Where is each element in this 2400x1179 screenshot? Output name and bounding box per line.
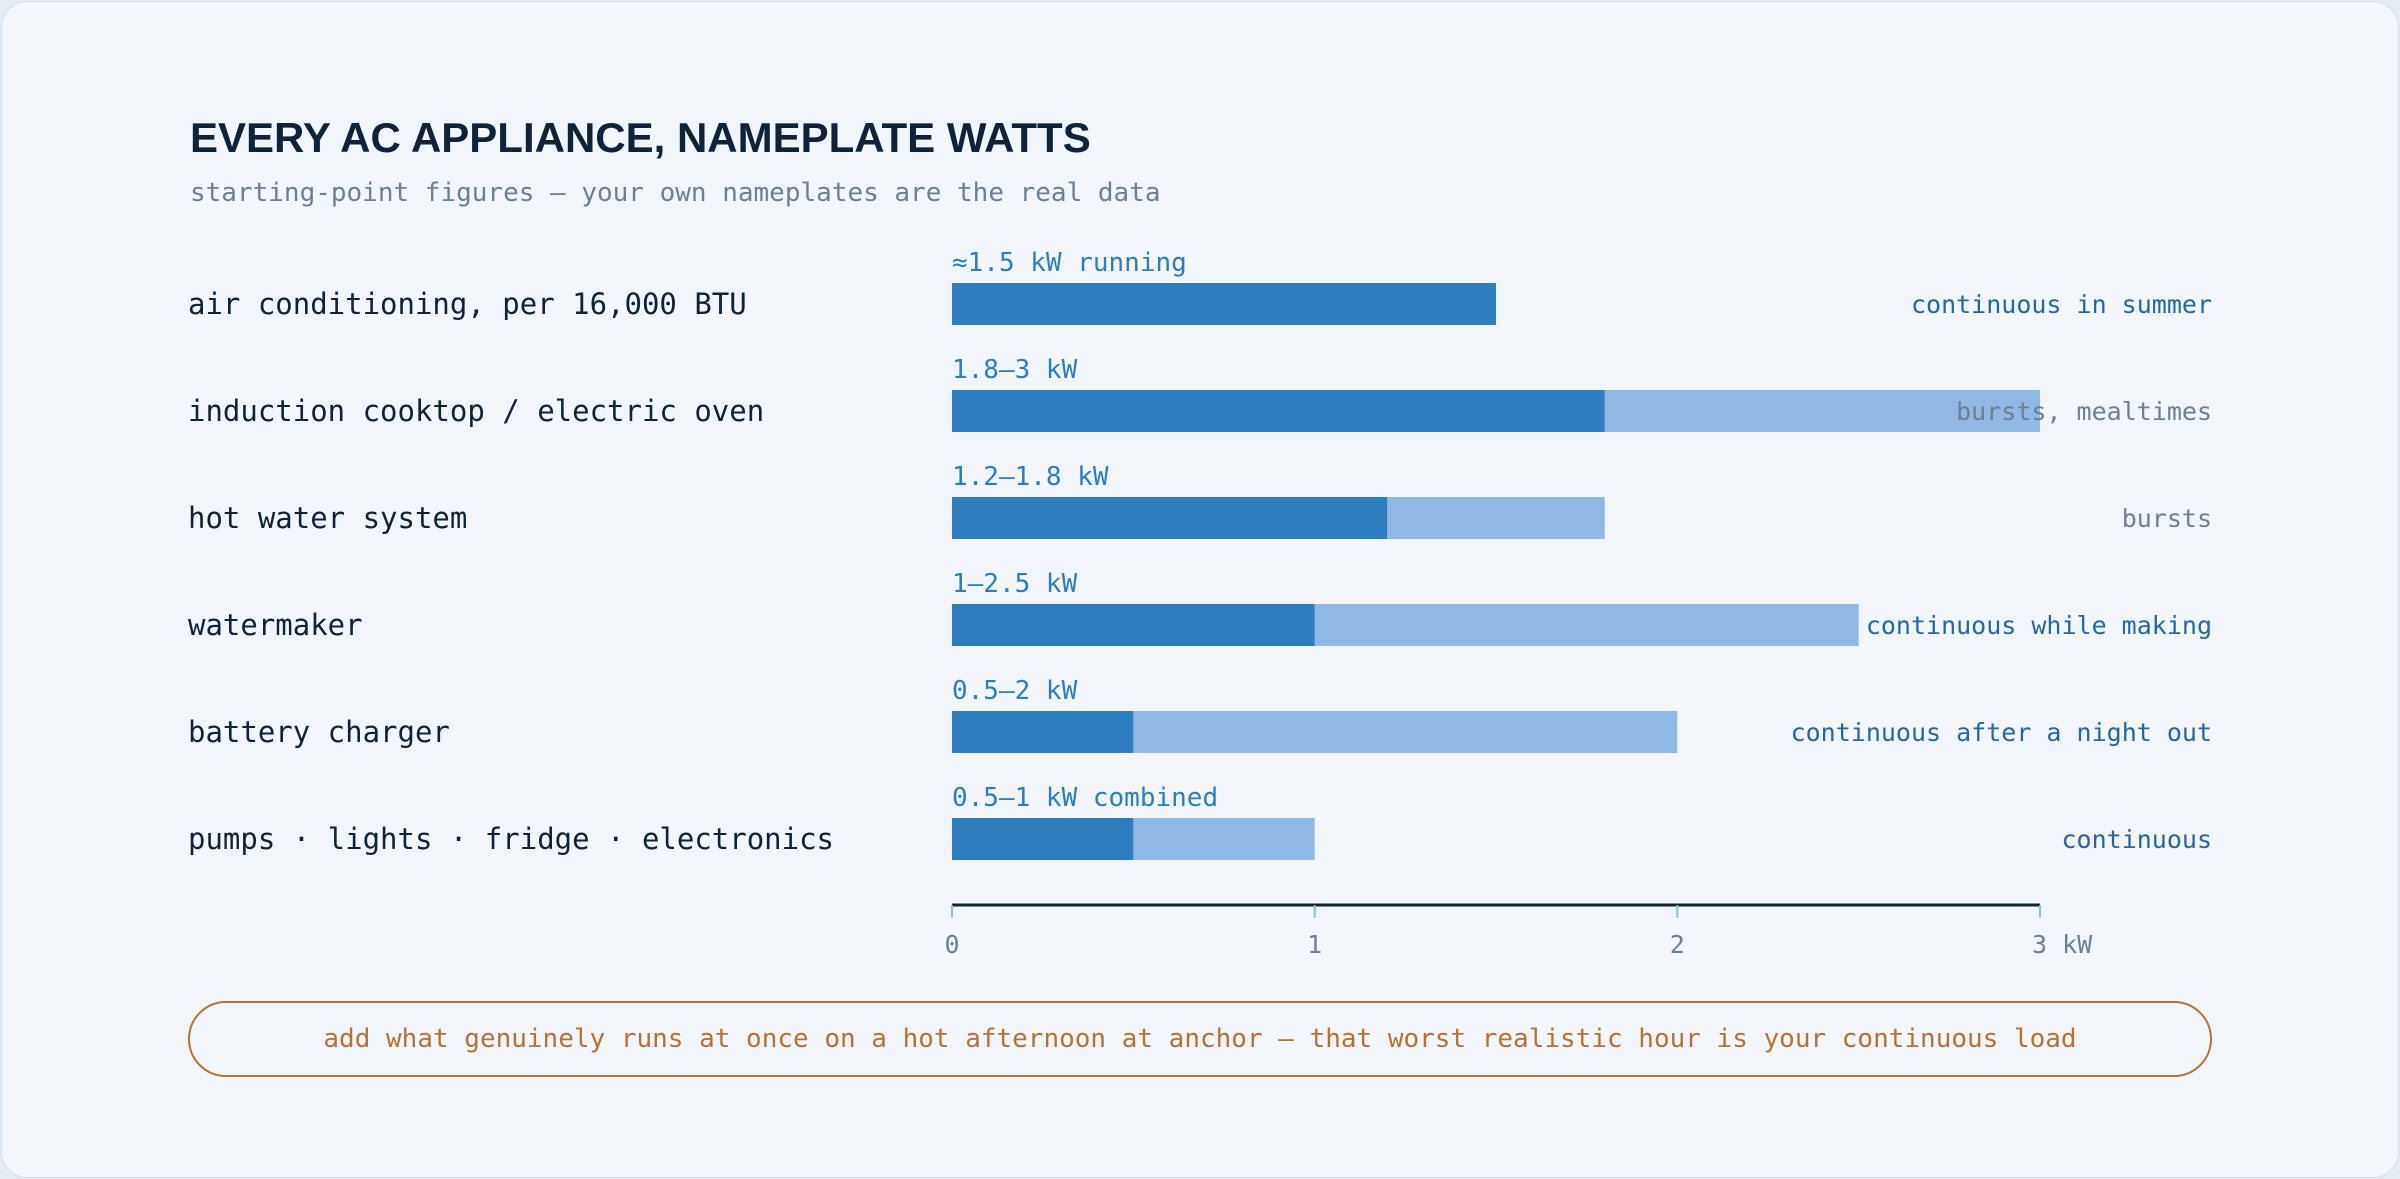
bar-range-low <box>952 497 1388 539</box>
usage-label: continuous while making <box>1866 611 2212 640</box>
category-label: pumps · lights · fridge · electronics <box>188 822 834 856</box>
usage-label: bursts <box>2122 504 2212 533</box>
usage-label: continuous after a night out <box>1791 718 2212 747</box>
range-label: 0.5–2 kW <box>952 676 1078 706</box>
usage-label: continuous in summer <box>1911 290 2212 319</box>
usage-label: bursts, mealtimes <box>1956 397 2212 426</box>
range-label: 0.5–1 kW combined <box>952 783 1218 813</box>
usage-label: continuous <box>2061 825 2212 854</box>
bar-chart: air conditioning, per 16,000 BTU ≈1.5 kW … <box>188 248 2212 959</box>
chart-title: EVERY AC APPLIANCE, NAMEPLATE WATTS <box>190 114 1091 161</box>
x-tick-label: 1 <box>1307 930 1322 959</box>
bar-range-low <box>952 283 1496 325</box>
category-label: watermaker <box>188 608 363 642</box>
category-label: air conditioning, per 16,000 BTU <box>188 287 747 321</box>
bar-range-high <box>1133 711 1678 753</box>
x-tick-label: 3 kW <box>2032 930 2093 959</box>
range-label: ≈1.5 kW running <box>952 248 1187 278</box>
bar-range-low <box>952 390 1605 432</box>
bar-range-high <box>1314 604 1859 646</box>
category-label: induction cooktop / electric oven <box>188 394 764 428</box>
callout-note: add what genuinely runs at once on a hot… <box>188 1001 2212 1077</box>
category-label: hot water system <box>188 501 467 535</box>
bar-range-high <box>1133 818 1315 860</box>
chart-subtitle: starting-point figures — your own namepl… <box>190 178 1161 208</box>
bar-range-high <box>1387 497 1605 539</box>
bar-range-low <box>952 818 1134 860</box>
range-label: 1.2–1.8 kW <box>952 462 1109 492</box>
range-label: 1–2.5 kW <box>952 569 1078 599</box>
bar-range-low <box>952 604 1315 646</box>
range-label: 1.8–3 kW <box>952 355 1078 385</box>
bar-range-high <box>1604 390 2040 432</box>
bar-range-low <box>952 711 1134 753</box>
x-tick-label: 2 <box>1670 930 1685 959</box>
category-label: battery charger <box>188 715 450 749</box>
x-tick-label: 0 <box>944 930 959 959</box>
